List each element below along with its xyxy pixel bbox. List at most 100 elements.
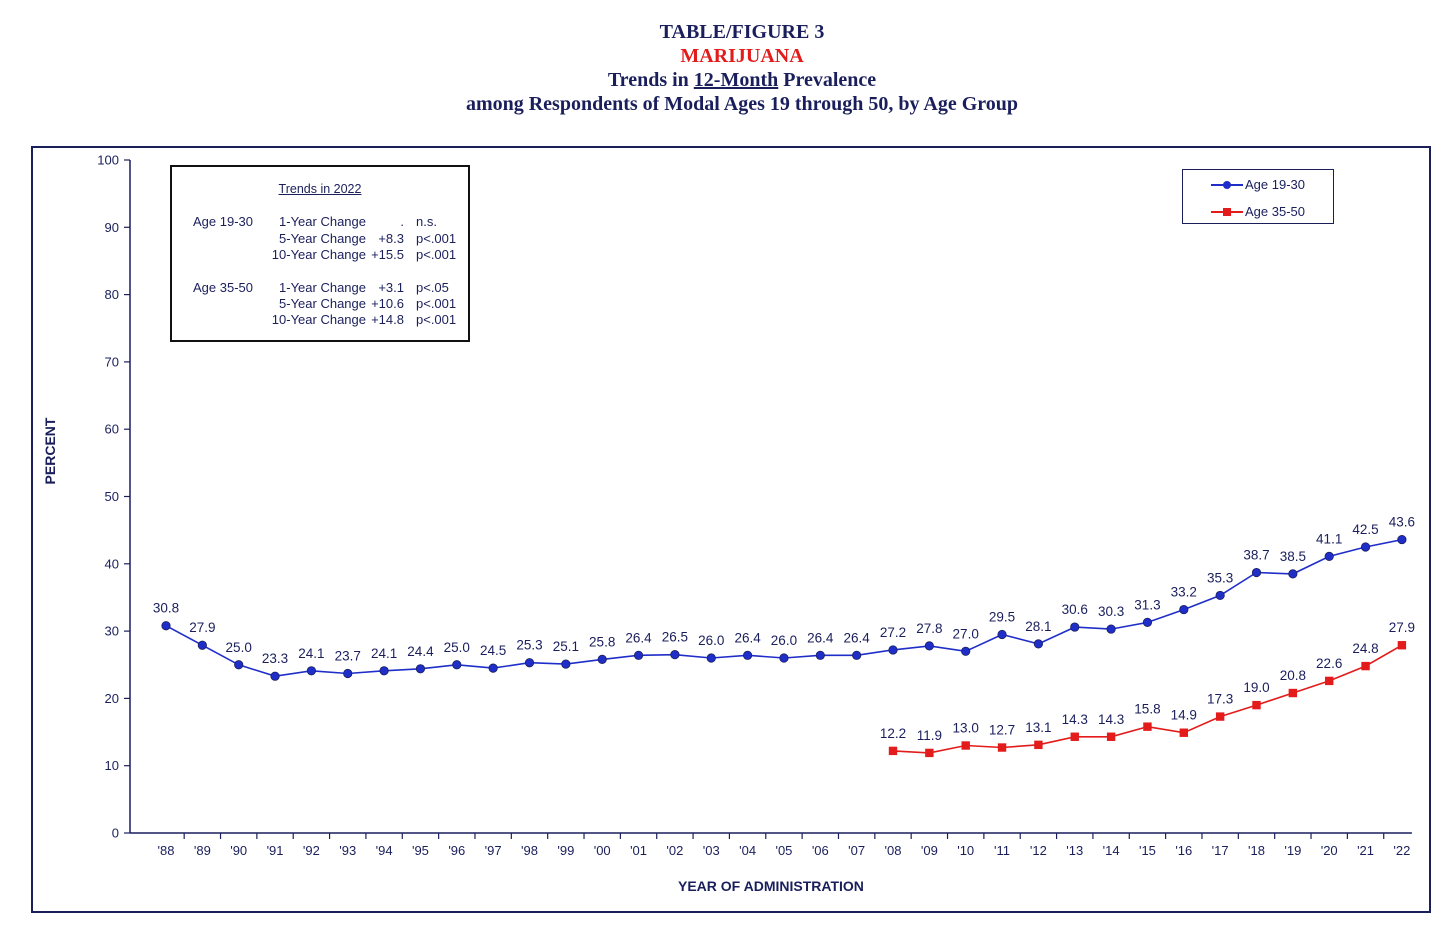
- data-label: 17.3: [1207, 692, 1233, 707]
- y-tick-label: 40: [105, 556, 119, 571]
- x-tick-label: '04: [739, 843, 756, 858]
- data-point: [1397, 641, 1407, 650]
- data-point: [234, 660, 244, 670]
- data-label: 26.5: [662, 630, 688, 645]
- stats-value: +8.3: [378, 231, 404, 246]
- data-point: [1361, 661, 1370, 671]
- chart-title-drug: MARIJUANA: [680, 45, 804, 67]
- stats-age: Age 19-30: [193, 214, 253, 229]
- y-tick-label: 50: [105, 489, 119, 504]
- chart-title-line3-pre: Trends in: [607, 69, 694, 91]
- data-point: [1215, 590, 1225, 601]
- data-point: [1106, 732, 1116, 741]
- x-tick-label: '13: [1066, 843, 1083, 858]
- data-point: [1215, 712, 1225, 721]
- data-label: 38.7: [1243, 548, 1269, 563]
- data-point: [852, 650, 862, 660]
- stats-value: +15.5: [371, 247, 404, 262]
- x-tick-label: '96: [448, 843, 465, 858]
- data-label: 33.2: [1171, 585, 1197, 600]
- data-point: [1360, 542, 1371, 552]
- x-tick-label: '17: [1212, 843, 1229, 858]
- data-point: [1324, 551, 1334, 561]
- x-tick-label: '89: [194, 843, 211, 858]
- data-label: 25.8: [589, 634, 615, 649]
- data-point: [925, 748, 934, 758]
- x-tick-label: '15: [1139, 843, 1156, 858]
- data-label: 27.9: [189, 620, 215, 635]
- stats-label: 10-Year Change: [271, 247, 366, 262]
- legend-label: Age 35-50: [1245, 204, 1305, 219]
- stats-row: 10-Year Change +14.8 p<.001: [172, 312, 468, 328]
- y-tick-label: 100: [97, 153, 119, 168]
- data-label: 12.2: [880, 726, 906, 741]
- stats-row: 5-Year Change +8.3 p<.001: [172, 231, 468, 247]
- y-tick-label: 80: [105, 287, 119, 302]
- legend: Age 19-30 Age 35-50: [1182, 169, 1334, 224]
- data-label: 26.0: [771, 633, 797, 648]
- x-tick-label: '06: [812, 843, 829, 858]
- stats-label: 1-Year Change: [279, 280, 366, 295]
- stats-significance: p<.001: [416, 247, 457, 262]
- stats-value: +14.8: [371, 312, 404, 327]
- data-point: [1179, 728, 1188, 737]
- x-tick-label: '20: [1321, 843, 1338, 858]
- stats-significance: p<.001: [416, 231, 457, 246]
- data-label: 14.3: [1062, 712, 1088, 727]
- stats-significance: n.s.: [416, 214, 437, 229]
- data-label: 24.8: [1352, 641, 1378, 656]
- data-point: [961, 646, 971, 656]
- x-tick-label: '00: [594, 843, 611, 858]
- chart-title-line3-post: Prevalence: [778, 69, 877, 91]
- data-label: 26.4: [807, 630, 834, 645]
- chart-title-line4: among Respondents of Modal Ages 19 throu…: [465, 93, 1019, 115]
- x-tick-label: '98: [521, 843, 538, 858]
- data-label: 35.3: [1207, 570, 1233, 585]
- data-label: 24.5: [480, 643, 506, 658]
- data-label: 13.1: [1025, 720, 1051, 735]
- data-label: 26.4: [625, 630, 652, 645]
- data-label: 12.7: [989, 723, 1015, 738]
- data-label: 24.1: [298, 646, 324, 661]
- data-point: [779, 653, 789, 663]
- data-label: 43.6: [1389, 515, 1415, 530]
- legend-label: Age 19-30: [1245, 177, 1305, 192]
- x-tick-label: '12: [1030, 843, 1047, 858]
- x-tick-label: '16: [1175, 843, 1192, 858]
- data-point: [888, 645, 898, 655]
- data-point: [997, 743, 1007, 752]
- data-label: 25.3: [516, 638, 542, 653]
- y-tick-label: 10: [105, 758, 119, 773]
- data-point: [1034, 740, 1043, 750]
- y-tick-label: 90: [105, 220, 119, 235]
- data-label: 41.1: [1316, 531, 1342, 546]
- data-point: [1397, 534, 1407, 545]
- x-tick-label: '99: [557, 843, 574, 858]
- data-label: 14.3: [1098, 712, 1124, 727]
- data-label: 27.9: [1389, 620, 1415, 635]
- stats-row: 10-Year Change +15.5 p<.001: [172, 247, 468, 263]
- data-point: [961, 741, 970, 750]
- data-point: [270, 671, 280, 681]
- data-point: [1106, 624, 1116, 634]
- x-tick-label: '01: [630, 843, 647, 858]
- data-point: [488, 663, 498, 673]
- data-point: [1070, 732, 1079, 741]
- data-label: 13.0: [953, 721, 979, 736]
- x-tick-label: '11: [994, 843, 1010, 858]
- stats-row: Age 35-50 1-Year Change +3.1 p<.05: [172, 280, 468, 296]
- stats-label: 10-Year Change: [271, 312, 366, 327]
- stats-row: Age 19-30 1-Year Change . n.s.: [172, 214, 468, 230]
- stats-significance: p<.05: [416, 280, 449, 295]
- data-label: 30.6: [1062, 602, 1088, 617]
- data-point: [415, 664, 426, 674]
- stats-significance: p<.001: [416, 296, 457, 311]
- legend-item-age-19-30: Age 19-30: [1183, 177, 1333, 193]
- x-tick-label: '18: [1248, 843, 1265, 858]
- y-tick-label: 0: [112, 826, 119, 841]
- x-axis-title: YEAR OF ADMINISTRATION: [678, 878, 864, 894]
- y-axis-title: PERCENT: [42, 417, 58, 484]
- chart-title-line3: Trends in 12-Month Prevalence: [0, 68, 1456, 92]
- x-tick-label: '97: [485, 843, 502, 858]
- data-label: 27.8: [916, 621, 942, 636]
